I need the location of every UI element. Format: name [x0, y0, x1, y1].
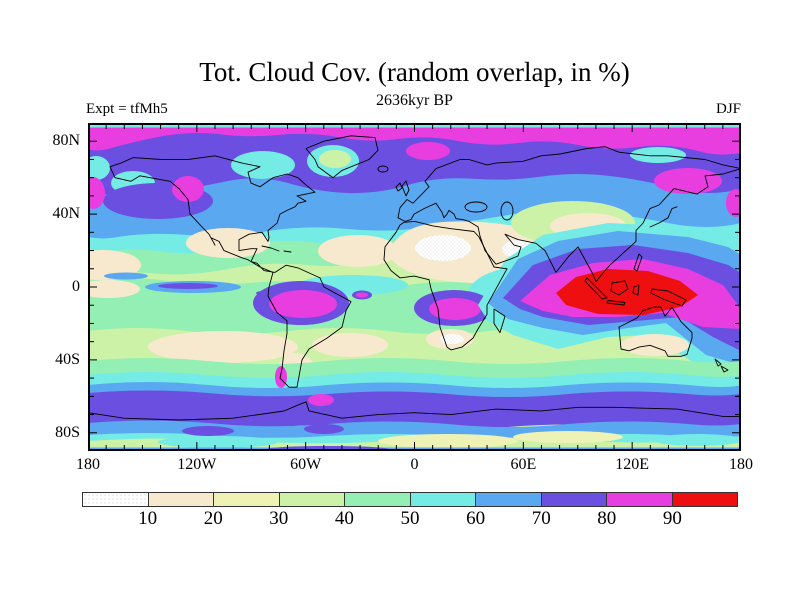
colorbar [82, 492, 738, 507]
coastline-sulawesi [632, 284, 640, 296]
x-axis-label: 120W [177, 456, 217, 473]
coastline-new-guinea [650, 288, 687, 307]
figure-subtitle: 2636kyr BP [376, 92, 453, 109]
y-axis-label: 0 [72, 278, 80, 295]
coastline-americas [109, 155, 352, 388]
cream-se-pacific [148, 331, 298, 363]
cream-australia [621, 334, 689, 356]
magenta-ne-asia [654, 168, 722, 194]
x-axis-label: 0 [410, 456, 419, 473]
coastline-eurasia [397, 146, 741, 282]
x-axis-label: 120E [615, 456, 650, 473]
colorbar-label: 10 [138, 508, 158, 529]
colorbar-label: 40 [334, 508, 354, 529]
colorbar-label: 70 [531, 508, 551, 529]
season-label: DJF [715, 101, 741, 117]
colorbar-cell [213, 493, 279, 506]
contour-field [88, 123, 741, 451]
white-southern-africa [440, 334, 464, 344]
figure-title: Tot. Cloud Cov. (random overlap, in %) [199, 57, 630, 87]
coastline-hispaniola [283, 250, 292, 253]
x-axis-label: 60E [510, 456, 537, 473]
magenta-scandinavia [406, 142, 450, 160]
colorbar-cell [671, 493, 737, 506]
map-plot [88, 123, 741, 451]
coastline-java [606, 300, 626, 306]
coastline-madagascar [493, 308, 506, 334]
magenta-patagonia-tip [275, 366, 287, 388]
colorbar-cell [475, 493, 541, 506]
coastline-japan [649, 206, 678, 228]
x-axis-label: 180 [76, 456, 100, 473]
colorbar-label: 50 [400, 508, 420, 529]
cream-mexico [186, 228, 270, 258]
coastline-philippines [633, 253, 643, 272]
y-axis-label: 80N [52, 132, 80, 150]
coastline-sumatra [584, 277, 608, 300]
black-sea [464, 201, 488, 213]
colorbar-label: 80 [597, 508, 617, 529]
coastline-new-zealand [714, 358, 729, 373]
colorbar-cell [83, 493, 148, 506]
coastline-antarctica [88, 401, 741, 421]
colorbar-label: 60 [466, 508, 486, 529]
coastline-britain [401, 180, 410, 197]
y-axis-label: 40N [52, 205, 80, 223]
violet-southern-ocean-band [88, 390, 741, 431]
coastline-ireland [395, 182, 403, 192]
colorbar-cell [344, 493, 410, 506]
cream-south-atlantic [312, 333, 388, 357]
y-axis-label: 80S [55, 423, 80, 441]
coastline-iceland [377, 165, 389, 173]
x-axis-label: 60W [290, 456, 322, 473]
colorbar-cell [606, 493, 672, 506]
colorbar-cell [147, 493, 213, 506]
coastline-greenland [305, 135, 379, 179]
pale-yellow-antarctica [378, 434, 518, 448]
magenta-congo [429, 298, 481, 320]
magenta-antarctic-peninsula [308, 394, 334, 406]
colorbar-cell [409, 493, 475, 506]
magenta-gulf-of-alaska [172, 176, 204, 202]
colorbar-label: 90 [662, 508, 682, 529]
colorbar-cell [278, 493, 344, 506]
x-axis-label: 180 [729, 456, 753, 473]
caspian-sea [500, 201, 514, 221]
coastline-cuba [261, 245, 280, 252]
coastline-australia [618, 306, 693, 357]
colorbar-cell [540, 493, 606, 506]
colorbar-label: 30 [269, 508, 289, 529]
experiment-label: Expt = tfMh5 [86, 101, 168, 117]
white-sahara-core [415, 235, 471, 261]
magenta-amazonia [269, 290, 337, 318]
coastline-africa [383, 220, 508, 351]
axis-ticks [88, 125, 741, 449]
coastlines [88, 135, 741, 421]
coastline-borneo [610, 280, 629, 296]
red-indonesia-core [556, 269, 698, 315]
y-axis-label: 40S [55, 350, 80, 368]
map-frame [88, 123, 741, 451]
colorbar-labels: 10 20 30 40 50 60 70 80 90 [82, 508, 738, 532]
colorbar-label: 20 [203, 508, 223, 529]
